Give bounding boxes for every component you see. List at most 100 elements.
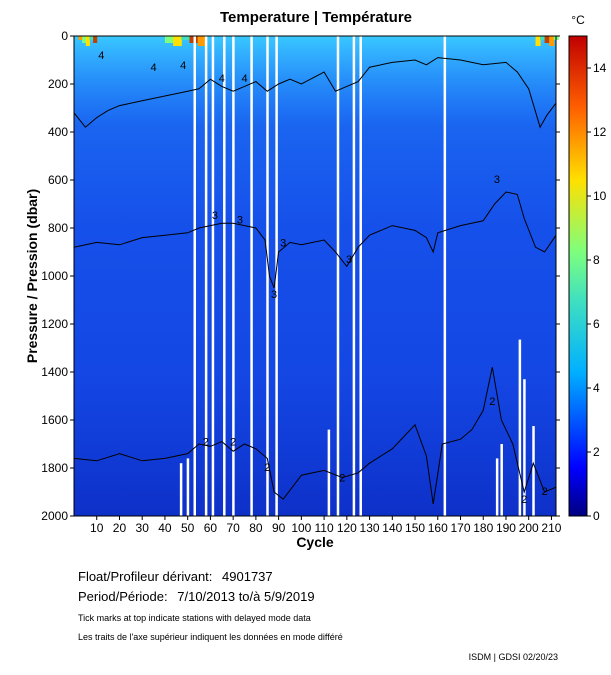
x-tick-label: 180: [473, 521, 493, 535]
x-tick-label: 90: [272, 521, 286, 535]
gap-bar: [250, 36, 253, 516]
gap-bar: [336, 36, 340, 516]
cold-bottom-layer: [74, 380, 556, 516]
gap-bar: [523, 379, 526, 516]
contour-labels: 4 4 4 4 4 3 3 3 3 3 3 2 2 2 2 2 2 2: [98, 50, 547, 506]
chart-title: Temperature | Température: [220, 9, 412, 26]
note-english: Tick marks at top indicate stations with…: [78, 613, 311, 623]
contour-label: 2: [230, 437, 236, 449]
gap-bar: [204, 36, 208, 516]
period-value: 7/10/2013 to/à 5/9/2019: [177, 589, 315, 604]
contour-label: 3: [346, 254, 352, 266]
warm-surface-layer: [74, 36, 556, 126]
plot-area: 4 4 4 4 4 3 3 3 3 3 3 2 2 2 2 2 2 2: [73, 35, 559, 517]
surface-patch: [78, 36, 83, 40]
colorbar-tick-label: 14: [593, 61, 607, 75]
x-tick-label: 80: [249, 521, 263, 535]
surface-patch: [93, 36, 98, 43]
x-tick-label: 150: [405, 521, 425, 535]
surface-patch: [535, 36, 541, 46]
x-tick-label: 100: [291, 521, 311, 535]
y-tick-label: 1000: [41, 269, 68, 283]
gap-bar: [223, 36, 226, 516]
surface-patch: [89, 36, 94, 40]
x-tick-label: 10: [90, 521, 104, 535]
colorbar-gradient: [568, 35, 588, 517]
y-tick-label: 0: [61, 29, 68, 43]
y-tick-label: 1400: [41, 365, 68, 379]
surface-patch: [173, 36, 182, 46]
x-tick-label: 130: [360, 521, 380, 535]
x-tick-label: 170: [450, 521, 470, 535]
x-tick-label: 120: [337, 521, 357, 535]
colorbar-tick-label: 0: [593, 509, 600, 523]
x-tick-label: 160: [428, 521, 448, 535]
x-tick-label: 200: [519, 521, 539, 535]
x-axis: 10 20 30 40 50 60 70 80 90 100 110 120 130 140 150 160 1…: [90, 516, 562, 535]
x-tick-label: 140: [382, 521, 402, 535]
period-row: Period/Période: 7/10/2013 to/à 5/9/2019: [78, 589, 315, 604]
y-tick-label: 1800: [41, 461, 68, 475]
x-tick-label: 30: [136, 521, 150, 535]
contour-label: 4: [241, 73, 247, 85]
contour-label: 3: [271, 289, 277, 301]
surface-patch: [181, 36, 190, 40]
x-tick-label: 20: [113, 521, 127, 535]
x-tick-label: 110: [315, 521, 334, 535]
float-id-row: Float/Profileur dérivant: 4901737: [78, 569, 273, 584]
gap-bar: [518, 339, 522, 516]
y-tick-label: 1600: [41, 413, 68, 427]
surface-patch: [85, 36, 90, 46]
x-tick-label: 190: [496, 521, 516, 535]
y-tick-label: 600: [48, 173, 68, 187]
float-label: Float/Profileur dérivant:: [78, 569, 213, 584]
float-id: 4901737: [222, 569, 273, 584]
surface-patch: [82, 36, 87, 43]
contour-label: 2: [339, 473, 345, 485]
gap-bar: [495, 458, 499, 516]
gap-bar: [275, 36, 278, 516]
surface-patch: [164, 36, 174, 43]
surface-patch: [549, 36, 555, 46]
contour-label: 2: [264, 462, 270, 474]
gap-bar: [352, 36, 356, 516]
contour-2: [73, 367, 557, 505]
y-axis: 0 200 400 600 800 1000 1200 1400 1600 1800 2000: [41, 29, 560, 523]
gap-bar: [532, 426, 535, 516]
colorbar-tick-label: 8: [593, 253, 600, 267]
colorbar: °C 0 2 4 6 8 10 12 14: [568, 13, 607, 523]
contour-label: 2: [542, 486, 548, 498]
period-label: Period/Période:: [78, 589, 168, 604]
x-axis-label: Cycle: [296, 534, 334, 550]
colorbar-tick-label: 4: [593, 381, 600, 395]
x-tick-label: 70: [226, 521, 240, 535]
colorbar-unit: °C: [571, 13, 585, 27]
gap-bar: [193, 36, 196, 516]
x-tick-label: 210: [541, 521, 561, 535]
gap-bar: [211, 36, 215, 516]
contour-label: 4: [98, 50, 104, 62]
y-tick-label: 400: [48, 125, 68, 139]
contour-label: 2: [203, 437, 209, 449]
contour-3: [73, 191, 557, 289]
contour-label: 2: [489, 396, 495, 408]
gap-bar: [359, 36, 362, 516]
contour-label: 2: [521, 494, 527, 506]
y-tick-label: 1200: [41, 317, 68, 331]
contour-label: 4: [219, 73, 225, 85]
contour-label: 3: [280, 237, 286, 249]
contour-label: 3: [212, 210, 218, 222]
x-tick-label: 60: [204, 521, 218, 535]
x-tick-label: 40: [158, 521, 172, 535]
x-tick-label: 50: [181, 521, 195, 535]
y-tick-label: 200: [48, 77, 68, 91]
contour-4: [73, 57, 557, 129]
gap-bar: [443, 36, 447, 516]
surface-patch: [544, 36, 550, 43]
contour-label: 3: [494, 174, 500, 186]
gap-bar: [266, 36, 269, 516]
y-axis-label: Pressure / Pression (dbar): [24, 189, 40, 363]
colorbar-tick-label: 12: [593, 125, 607, 139]
y-tick-label: 800: [48, 221, 68, 235]
